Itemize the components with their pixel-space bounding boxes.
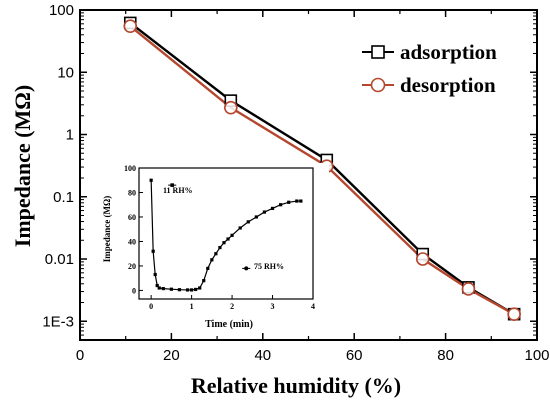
inset-data-point (206, 266, 210, 270)
inset-x-tick-label: 0 (149, 302, 153, 311)
inset-data-point (202, 279, 206, 283)
inset-data-point (254, 215, 258, 219)
inset-annotation-75rh: 75 RH% (254, 262, 284, 271)
y-tick-label: 10 (57, 64, 74, 81)
legend-label-adsorption: adsorption (400, 40, 497, 64)
data-point-desorption (461, 282, 476, 296)
inset-data-point (230, 233, 234, 237)
inset-data-point (262, 210, 267, 214)
inset-y-tick-label: 80 (128, 188, 136, 197)
inset-y-tick-label: 40 (128, 237, 136, 246)
data-point-desorption (123, 19, 138, 33)
x-tick-label: 20 (163, 347, 180, 364)
inset-data-point (161, 286, 165, 291)
inset-data-point (210, 258, 214, 262)
inset-x-axis-title: Time (min) (205, 319, 253, 330)
inset-data-point (157, 286, 161, 290)
inset-data-point (177, 288, 182, 292)
inset-data-point (238, 226, 242, 230)
inset-data-point (149, 178, 153, 182)
inset-data-point (287, 200, 291, 204)
x-axis-title: Relative humidity (%) (191, 373, 401, 398)
inset-annotation-marker-75rh (244, 266, 249, 271)
inset-y-tick-label: 60 (128, 213, 136, 222)
inset-data-point (198, 286, 202, 290)
y-axis-title: Impedance (MΩ) (10, 85, 35, 247)
x-tick-label: 0 (76, 347, 84, 364)
legend: adsorption desorption (362, 40, 497, 97)
inset-y-tick-label: 0 (132, 286, 136, 295)
inset-series-group (149, 178, 303, 292)
legend-marker-desorption (370, 77, 386, 93)
inset-data-point (169, 287, 173, 291)
inset-x-tick-label: 4 (311, 302, 315, 311)
x-tick-label: 100 (524, 347, 549, 364)
x-tick-label: 40 (254, 347, 271, 364)
inset-data-point (279, 203, 283, 207)
y-tick-label: 0.01 (45, 251, 74, 268)
data-point-desorption (415, 252, 430, 266)
inset-annotation-marker-11rh (170, 183, 174, 187)
inset-plot-frame (138, 167, 314, 300)
legend-label-desorption: desorption (400, 73, 496, 97)
inset-data-point (153, 272, 157, 277)
legend-marker-adsorption (371, 45, 385, 59)
inset-data-point (270, 206, 275, 211)
x-tick-label: 60 (346, 347, 363, 364)
inset-data-point (214, 252, 218, 256)
y-tick-label: 1E-3 (42, 313, 74, 330)
inset-x-tick-label: 3 (271, 302, 275, 311)
data-point-desorption (224, 100, 238, 115)
inset-data-point (151, 249, 155, 253)
data-point-desorption (507, 307, 521, 321)
inset-annotation-11rh: 11 RH% (163, 186, 193, 195)
x-tick-label: 80 (437, 347, 454, 364)
inset-y-tick-label: 100 (124, 164, 136, 173)
y-tick-label: 0.1 (53, 189, 74, 206)
y-tick-label: 1 (66, 127, 74, 144)
inset-x-tick-label: 2 (230, 302, 234, 311)
inset-data-point (194, 287, 198, 292)
inset-data-point (185, 288, 190, 292)
inset-data-point (246, 220, 250, 224)
y-tick-label: 100 (49, 2, 74, 19)
inset-data-point (218, 245, 222, 250)
inset-data-point (295, 199, 299, 203)
inset-data-point (299, 199, 303, 203)
inset-x-tick-label: 1 (190, 302, 194, 311)
inset-y-tick-label: 20 (128, 262, 136, 271)
inset-data-point (155, 283, 159, 288)
series-line-desorption (129, 25, 515, 316)
inset-data-point (222, 241, 226, 245)
inset-data-point (226, 237, 230, 241)
main-series-group (123, 16, 521, 321)
inset-y-axis-title: Impedance (MΩ) (102, 196, 112, 262)
inset-data-point (190, 288, 194, 292)
